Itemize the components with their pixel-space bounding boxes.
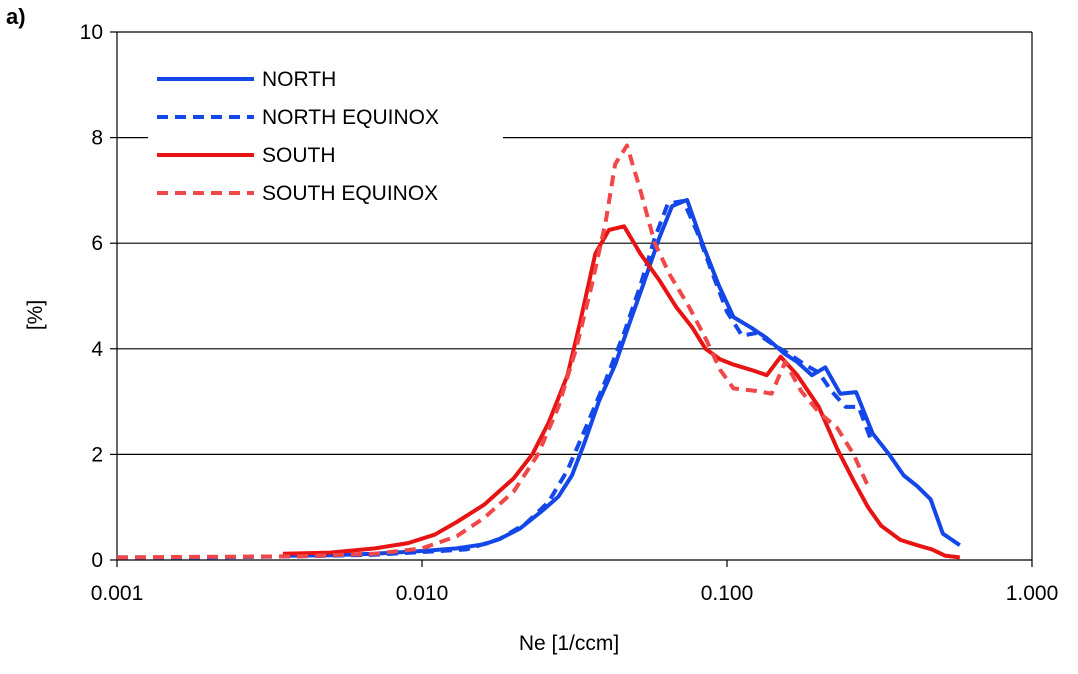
series-line-north [282, 197, 961, 558]
y-tick-label: 2 [91, 443, 103, 466]
legend-label: SOUTH [262, 144, 336, 167]
y-axis-title: [%] [24, 300, 47, 330]
legend-label: NORTH EQUINOX [262, 106, 439, 129]
x-tick-label: 1.000 [1006, 582, 1059, 605]
x-tick-label: 0.010 [396, 582, 449, 605]
legend-background [148, 60, 503, 208]
x-axis-title: Ne [1/ccm] [519, 632, 619, 655]
series-line-north-equinox [117, 199, 875, 560]
y-tick-label: 6 [91, 232, 103, 255]
x-tick-label: 0.001 [91, 582, 144, 605]
y-tick-label: 0 [91, 549, 103, 572]
axis-layer: 0 2 4 6 8 10 0.001 0.010 0.100 1.000 [80, 21, 1059, 605]
legend-label: SOUTH EQUINOX [262, 182, 438, 205]
y-tick-label: 10 [80, 21, 103, 44]
y-tick-label: 8 [91, 127, 103, 150]
legend: NORTH NORTH EQUINOX SOUTH SOUTH EQUINOX [148, 60, 503, 208]
series-layer [116, 143, 961, 560]
panel-label: a) [6, 4, 26, 29]
y-tick-label: 4 [91, 338, 103, 361]
legend-label: NORTH [262, 68, 336, 91]
x-tick-label: 0.100 [701, 582, 754, 605]
series-line-south [282, 224, 961, 560]
